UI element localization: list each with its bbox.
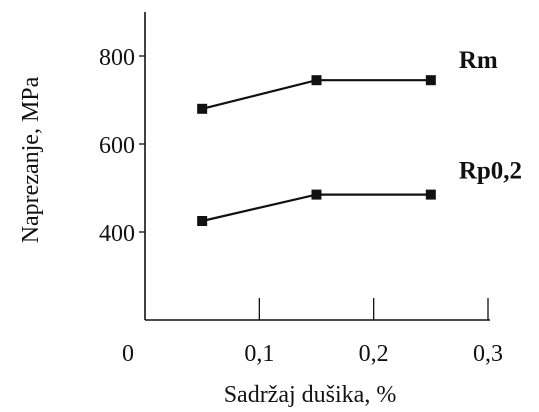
series-label-0: Rm [459,47,498,74]
axes [139,12,490,321]
x-tick-label: 0,1 [244,341,274,367]
x-tick-label: 0 [122,341,134,367]
labels: 400 600 800 0 0,1 0,2 0,3 Sadržaj dušika, % Napr… [18,45,522,408]
data-point-marker [425,75,436,86]
series-label-1: Rp0,2 [459,158,522,185]
x-tick-label: 0,2 [359,341,389,367]
x-tick-label: 0,3 [473,341,503,367]
data-point-marker [197,103,208,114]
y-tick-label: 400 [99,221,135,247]
data-point-marker [311,189,322,200]
x-axis-title: Sadržaj dušika, % [224,382,397,408]
y-tick-label: 600 [99,133,135,159]
series-group [197,75,436,226]
y-axis-title: Naprezanje, MPa [18,76,44,243]
y-tick-label: 800 [99,45,135,71]
data-point-marker [197,216,208,226]
data-point-marker [311,75,322,86]
data-point-marker [425,189,436,200]
